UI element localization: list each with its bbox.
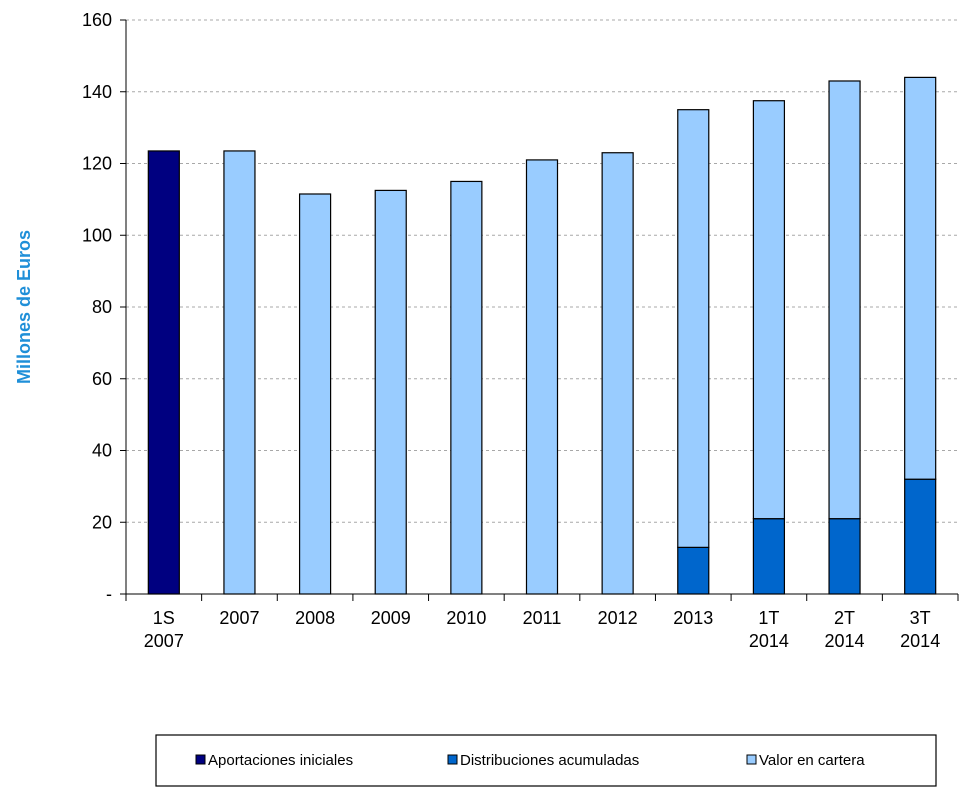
bar-segment (223, 150, 256, 595)
legend-box (155, 734, 937, 787)
bar-segment (904, 478, 937, 595)
x-tick-label: 2014 (825, 631, 865, 651)
bar-segment (828, 518, 861, 595)
bar-segment (904, 76, 937, 480)
x-tick-label: 1T (758, 608, 779, 628)
bar-segment (298, 193, 332, 595)
bar-segment (374, 189, 407, 595)
y-tick-label: 120 (82, 154, 112, 174)
x-tick-label: 2014 (900, 631, 940, 651)
x-tick-label: 2007 (219, 608, 259, 628)
legend-swatch (746, 754, 757, 765)
legend: Aportaciones iniciales Distribuciones acu… (155, 734, 937, 787)
x-tick-label: 2008 (295, 608, 335, 628)
bar-segment (525, 159, 559, 595)
x-tick-label: 3T (910, 608, 931, 628)
legend-label: Aportaciones iniciales (208, 752, 353, 769)
legend-label: Distribuciones acumuladas (460, 752, 639, 769)
x-tick-label: 2009 (371, 608, 411, 628)
x-tick-label: 2013 (673, 608, 713, 628)
y-tick-label: 100 (82, 225, 112, 245)
y-axis-label: Millones de Euros (14, 230, 34, 384)
legend-swatch (447, 754, 458, 765)
y-tick-label: - (106, 584, 112, 604)
bar-segment (677, 109, 710, 548)
x-tick-label: 2011 (523, 608, 562, 628)
y-tick-label: 140 (82, 82, 112, 102)
bars (147, 76, 937, 595)
y-tick-label: 20 (92, 512, 112, 532)
bar-segment (147, 150, 180, 595)
x-tick-label: 2007 (144, 631, 184, 651)
bar-segment (450, 180, 483, 595)
bar-segment (601, 152, 634, 595)
bar-segment (752, 100, 786, 520)
x-tick-label: 2010 (446, 608, 486, 628)
y-tick-label: 60 (92, 369, 112, 389)
x-axis: 1S 2007 2007 2008 2009 2010 2011 2012 2013 1T 2014… (125, 593, 959, 651)
x-tick-label: 2T (834, 608, 855, 628)
x-tick-label: 2012 (598, 608, 638, 628)
bar-segment (828, 80, 861, 520)
y-tick-label: 80 (92, 297, 112, 317)
legend-label: Valor en cartera (759, 752, 865, 769)
bar-segment (677, 546, 710, 595)
x-tick-label: 1S (153, 608, 175, 628)
y-tick-label: 160 (82, 10, 112, 30)
legend-swatch (195, 754, 206, 765)
y-tick-label: 40 (92, 441, 112, 461)
x-tick-label: 2014 (749, 631, 789, 651)
bar-segment (752, 518, 786, 595)
y-axis: - 20 40 60 80 100 120 140 160 (82, 10, 127, 604)
